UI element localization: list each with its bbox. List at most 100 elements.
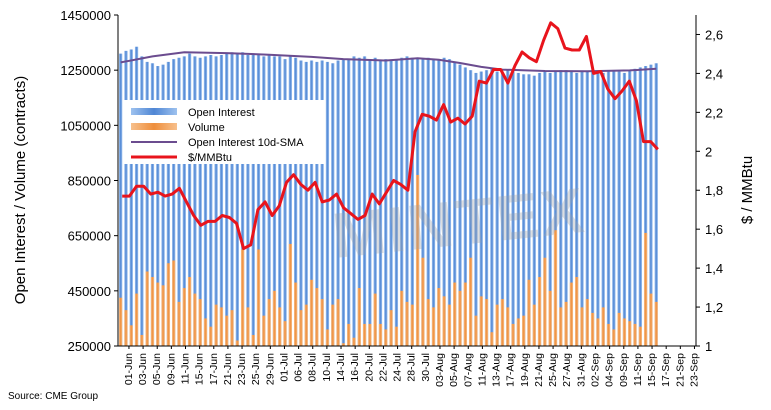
volume-bar [219,307,224,346]
open-interest-bar [325,61,330,346]
y-right-tick-label: 1,8 [705,183,723,198]
open-interest-bar [612,70,616,347]
open-interest-bar [309,60,314,346]
volume-bar [410,304,414,347]
open-interest-bar [134,46,139,346]
volume-bar [347,323,351,346]
open-interest-bar [479,71,483,347]
open-interest-bar [230,52,234,347]
volume-bar [495,304,499,347]
volume-bar [458,290,462,346]
open-interest-bar [532,75,536,347]
open-interest-bar [166,61,171,346]
open-interest-bar [198,57,202,346]
open-interest-bar [251,53,255,347]
x-tick-label: 19-Aug [519,353,531,387]
x-tick-label: 07-Aug [462,353,474,387]
x-tick-label: 21-Jun [222,353,234,385]
y-right-tick-label: 1 [705,339,712,354]
volume-bar [278,307,282,346]
open-interest-bar [453,61,457,346]
volume-bar [606,323,611,346]
open-interest-bar [156,66,160,346]
volume-bar [246,307,250,346]
volume-bar [341,343,346,346]
open-interest-bar [299,60,303,346]
volume-bar [601,307,605,346]
x-tick-label: 03-Jun [137,353,149,385]
x-tick-label: 11-Sep [632,353,644,386]
volume-bar [384,329,388,346]
volume-bar [415,174,420,346]
open-interest-bar [187,53,192,347]
volume-bar [511,323,515,346]
open-interest-bar [654,63,658,347]
volume-bar [357,288,361,346]
volume-bar [177,301,181,346]
volume-bar [336,299,340,346]
open-interest-bar [638,67,642,346]
open-interest-bar [182,56,186,347]
open-interest-bar [294,57,298,346]
open-interest-bar [341,59,346,346]
open-interest-bar [129,49,133,346]
volume-bar [166,263,171,346]
x-tick-label: 05-Aug [448,353,460,387]
y-right-tick-label: 2 [705,144,712,159]
legend-swatch-volume [131,123,177,130]
open-interest-bar [161,64,165,347]
legend-swatch-open-interest [131,108,177,115]
x-tick-label: 31-Aug [575,353,587,387]
x-tick-label: 13-Aug [491,353,503,387]
y-right-tick-label: 2,2 [705,105,723,120]
volume-bar [299,310,303,346]
open-interest-bar [643,66,648,346]
y-axis-right-title: $ / MMBtu [739,156,756,224]
volume-bar [352,337,356,346]
x-tick-label: 22-Jul [377,353,389,382]
volume-bar [251,334,255,346]
x-tick-label: 17-Jun [208,353,220,385]
open-interest-bar [606,71,611,347]
volume-bar [209,326,213,346]
open-interest-bar [553,71,558,347]
open-interest-bar [564,70,568,347]
open-interest-bar [203,56,208,347]
open-interest-bar [431,59,436,346]
price-line [122,21,659,251]
volume-bar [198,299,202,346]
x-tick-label: 23-Jun [236,353,248,385]
volume-bar [134,293,139,346]
volume-bar [230,310,234,346]
volume-bar [140,334,144,346]
open-interest-bar [272,56,277,347]
volume-bar [564,301,568,346]
open-interest-bar [463,67,467,346]
volume-bar [463,282,467,346]
volume-bar [543,257,547,346]
open-interest-bar [225,53,229,347]
open-interest-bar [421,59,425,346]
volume-bar [256,249,261,346]
x-tick-label: 23-Sep [688,353,700,387]
open-interest-bar [585,71,589,347]
legend-label-volume: Volume [188,122,225,134]
x-tick-label: 27-Aug [561,353,573,387]
volume-bar [431,307,436,346]
x-tick-label: 25-Jun [250,353,262,385]
open-interest-bar [267,55,271,346]
y-right-tick-label: 2,6 [705,27,723,42]
open-interest-bar [580,71,584,347]
open-interest-bar [283,59,287,346]
legend-label-price: $/MMBtu [188,152,232,164]
volume-bar [468,257,473,346]
volume-bar [304,304,308,347]
open-interest-bar [288,56,292,347]
volume-bar [373,293,377,346]
open-interest-bar [484,70,489,347]
open-interest-bar [394,59,399,346]
volume-bar [516,318,520,346]
volume-bar [267,299,271,346]
volume-bar [240,249,245,346]
open-interest-bar [628,70,632,347]
